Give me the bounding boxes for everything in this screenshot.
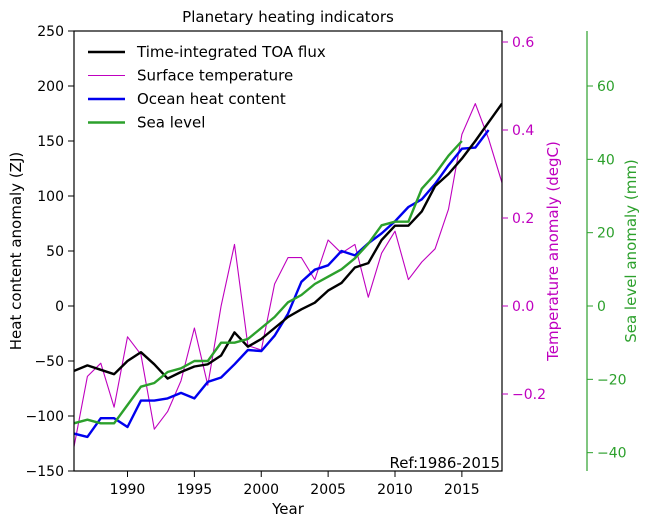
left-tick-label: 250 — [37, 24, 64, 40]
x-tick-label: 2005 — [310, 482, 346, 498]
legend-label: Ocean heat content — [137, 90, 286, 108]
series-group — [74, 102, 502, 447]
series-line-sea-level — [74, 140, 463, 425]
x-tick-label: 1995 — [177, 482, 213, 498]
chart-title: Planetary heating indicators — [182, 8, 394, 26]
x-axis: 1990 1995 2000 2005 2010 2015 Year — [110, 471, 480, 518]
legend: Time-integrated TOA flux Surface temperat… — [88, 43, 326, 132]
left-axis-label: Heat content anomaly (ZJ) — [7, 152, 25, 350]
temperature-tick-label: 0.0 — [512, 299, 534, 315]
left-tick-label: 150 — [37, 134, 64, 150]
right-axis-temperature: −0.2 0.0 0.2 0.4 0.6 Temperature anomaly (deg… — [502, 35, 562, 403]
left-tick-label: 0 — [55, 299, 64, 315]
x-tick-label: 2000 — [243, 482, 279, 498]
sea-level-tick-label: 60 — [597, 79, 615, 95]
sea-level-tick-label: −20 — [597, 372, 627, 388]
x-axis-label: Year — [271, 500, 305, 518]
left-tick-label: 200 — [37, 79, 64, 95]
sea-level-tick-label: 0 — [597, 299, 606, 315]
x-tick-label: 2010 — [377, 482, 413, 498]
legend-label: Time-integrated TOA flux — [136, 43, 326, 61]
left-tick-label: −150 — [26, 464, 64, 480]
left-tick-label: −50 — [34, 354, 64, 370]
reference-annotation: Ref:1986-2015 — [389, 454, 500, 472]
left-tick-label: 100 — [37, 189, 64, 205]
series-line-surface-temperature — [74, 103, 502, 447]
x-tick-label: 2015 — [444, 482, 480, 498]
legend-label: Sea level — [137, 114, 205, 132]
temperature-tick-label: −0.2 — [512, 387, 546, 403]
sea-level-axis-label: Sea level anomaly (mm) — [622, 159, 640, 343]
series-line-time-integrated-toa-flux — [74, 102, 502, 380]
temperature-axis-label: Temperature anomaly (degC) — [544, 141, 562, 362]
temperature-tick-label: 0.2 — [512, 211, 534, 227]
temperature-tick-label: 0.4 — [512, 123, 534, 139]
sea-level-tick-label: 40 — [597, 152, 615, 168]
sea-level-tick-label: 20 — [597, 226, 615, 242]
sea-level-tick-label: −40 — [597, 446, 627, 462]
x-tick-label: 1990 — [110, 482, 146, 498]
legend-label: Surface temperature — [137, 67, 293, 85]
left-axis: −150 −100 −50 0 50 100 150 200 250 Heat content a… — [7, 24, 74, 480]
plot-series — [74, 102, 502, 447]
right-axis-sea-level: −40 −20 0 20 40 60 Sea level anomaly (mm) — [586, 31, 640, 471]
left-tick-label: 50 — [46, 244, 64, 260]
series-line-ocean-heat-content — [74, 129, 490, 439]
left-tick-label: −100 — [26, 409, 64, 425]
temperature-tick-label: 0.6 — [512, 35, 534, 51]
